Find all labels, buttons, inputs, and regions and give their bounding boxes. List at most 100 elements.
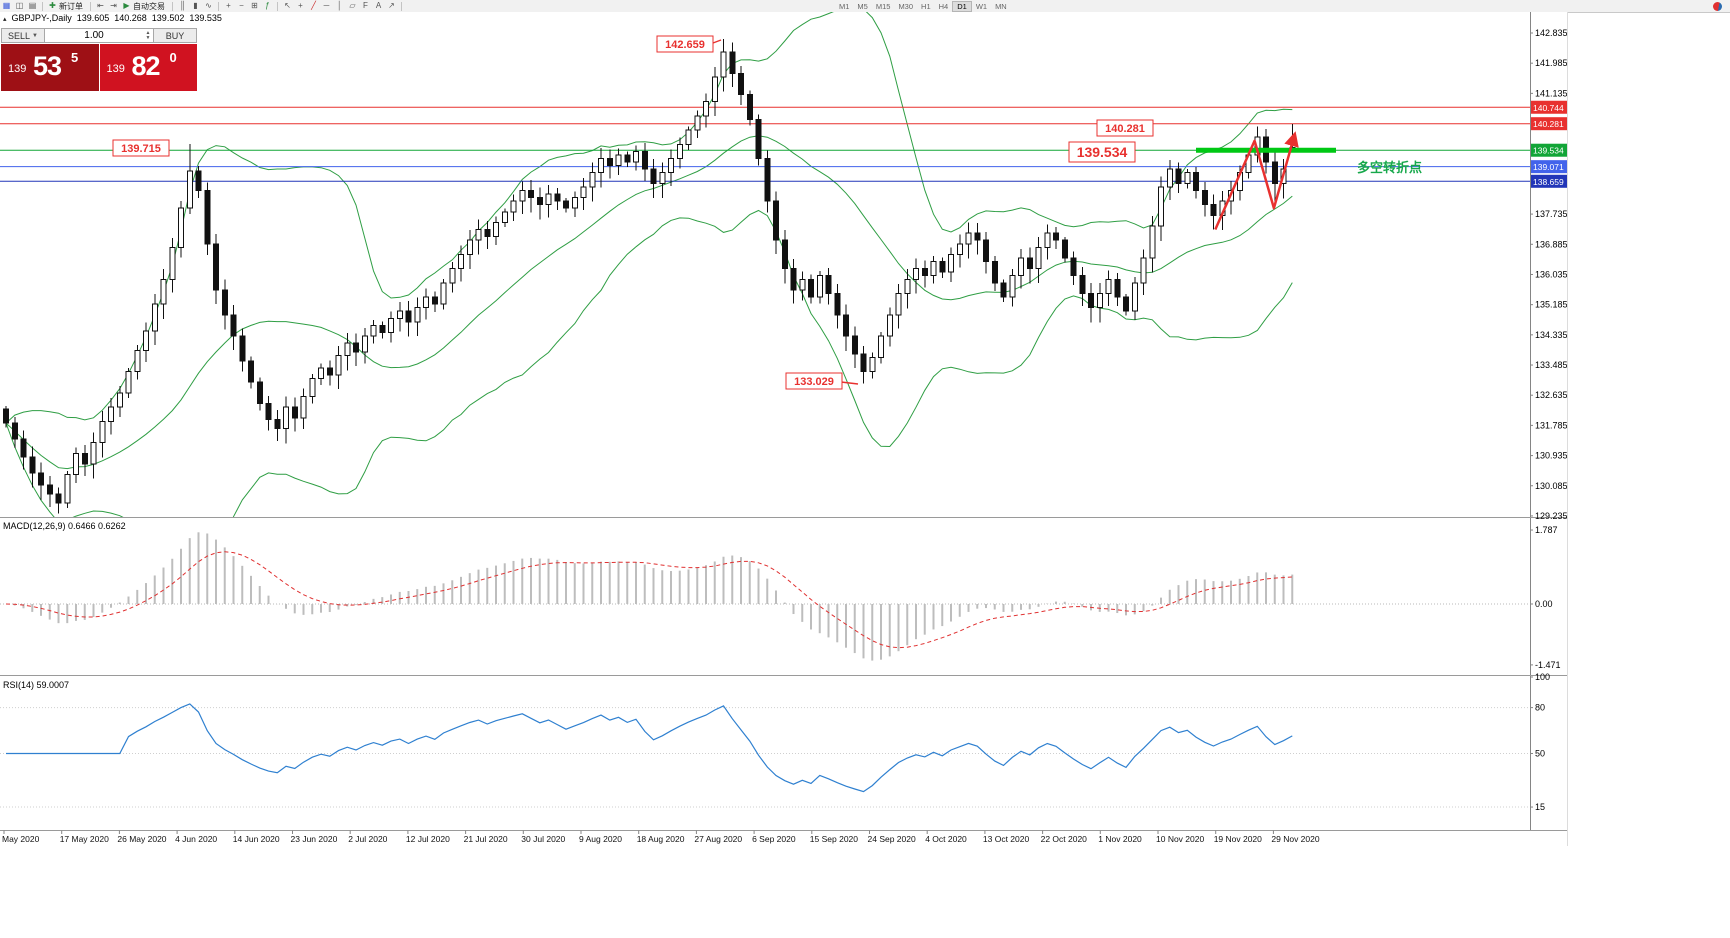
svg-text:140.281: 140.281 — [1105, 123, 1145, 135]
timeframe-m5[interactable]: M5 — [857, 1, 868, 11]
svg-text:138.659: 138.659 — [1533, 177, 1564, 187]
price-tag — [1531, 160, 1567, 174]
svg-text:129.235: 129.235 — [1535, 511, 1568, 521]
close-value: 139.535 — [189, 13, 222, 23]
svg-text:22 Oct 2020: 22 Oct 2020 — [1041, 834, 1088, 844]
price-callout — [112, 139, 170, 157]
timeframe-h1[interactable]: H1 — [921, 1, 931, 11]
sell-price-pips: 53 — [33, 51, 62, 81]
svg-text:50: 50 — [1535, 749, 1545, 759]
indicators-icon[interactable]: ƒ — [262, 1, 273, 11]
vertical-line-icon-glyph: │ — [337, 1, 342, 10]
cursor-icon-glyph: ↖ — [284, 1, 291, 10]
candles-chart-icon[interactable]: ▮ — [190, 1, 201, 11]
svg-text:133.485: 133.485 — [1535, 360, 1568, 370]
one-click-collapse-icon[interactable]: ▴ — [3, 16, 7, 23]
svg-text:21 Jul 2020: 21 Jul 2020 — [464, 834, 508, 844]
volume-down-icon[interactable]: ▼ — [145, 34, 151, 41]
zoom-in-icon-glyph: + — [226, 1, 231, 10]
timeframe-h4[interactable]: H4 — [938, 1, 949, 11]
toolbar-separator — [42, 1, 43, 11]
buy-price-button[interactable]: 139 82 0 — [99, 44, 197, 91]
profiles-icon[interactable]: ▤ — [27, 1, 38, 11]
volume-stepper[interactable]: 1.00 ▲ ▼ — [45, 28, 153, 43]
text-label-icon[interactable]: A — [373, 1, 384, 11]
time-axis[interactable]: May 2020 17 May 2020 26 May 2020 4 Jun 2020… — [2, 830, 1320, 845]
horizontal-line-icon[interactable]: ─ — [321, 1, 332, 11]
svg-text:14 Jun 2020: 14 Jun 2020 — [233, 834, 280, 844]
timeframe-m15[interactable]: M15 — [875, 1, 891, 11]
autotrading-button-glyph: ▶ — [123, 1, 130, 10]
svg-text:26 May 2020: 26 May 2020 — [117, 834, 166, 844]
bars-chart-icon[interactable]: ║ — [177, 1, 188, 11]
price-tag — [1531, 143, 1567, 157]
charts-grid-icon-glyph: ▦ — [2, 1, 11, 10]
timeframe-d1[interactable]: D1 — [952, 0, 972, 12]
svg-text:130.935: 130.935 — [1535, 451, 1568, 461]
volume-up-icon[interactable]: ▲ — [145, 29, 151, 36]
macd-pane — [0, 532, 1530, 661]
low-value: 139.502 — [151, 13, 185, 23]
sell-label: SELL — [8, 30, 31, 41]
volume-input[interactable]: 1.00 — [84, 30, 104, 41]
cursor-icon[interactable]: ↖ — [282, 1, 293, 11]
symbol-label: GBPJPY-,Daily — [11, 13, 72, 23]
volume-arrows[interactable]: ▲ ▼ — [143, 29, 153, 42]
auto-scroll-icon[interactable]: ⇥ — [108, 1, 119, 11]
svg-text:1.787: 1.787 — [1535, 525, 1558, 535]
svg-text:136.885: 136.885 — [1535, 239, 1568, 249]
high-value: 140.268 — [114, 13, 147, 23]
price-tag — [1531, 117, 1567, 131]
price-callout — [785, 372, 843, 390]
toolbar-separator — [401, 1, 402, 11]
svg-text:139.715: 139.715 — [121, 143, 161, 155]
chart-shift-icon[interactable]: ⇤ — [95, 1, 106, 11]
svg-text:MACD(12,26,9) 0.6466 0.6262: MACD(12,26,9) 0.6466 0.6262 — [3, 521, 126, 531]
svg-text:1 Nov 2020: 1 Nov 2020 — [1098, 834, 1142, 844]
line-chart-icon[interactable]: ∿ — [203, 1, 214, 11]
svg-text:130.085: 130.085 — [1535, 481, 1568, 491]
zoom-in-icon[interactable]: + — [223, 1, 234, 11]
new-chart-icon[interactable]: ◫ — [14, 1, 25, 11]
fibonacci-icon[interactable]: F — [360, 1, 371, 11]
svg-text:RSI(14) 59.0007: RSI(14) 59.0007 — [3, 680, 69, 690]
connection-status-icon — [1713, 1, 1722, 11]
svg-text:15: 15 — [1535, 802, 1545, 812]
crosshair-icon[interactable]: + — [295, 1, 306, 11]
arrow-tool-icon[interactable]: ↗ — [386, 1, 397, 11]
tile-windows-icon-glyph: ⊞ — [251, 1, 258, 10]
zoom-out-icon[interactable]: − — [236, 1, 247, 11]
price-callout — [1096, 119, 1154, 137]
trendline-icon[interactable]: ╱ — [308, 1, 319, 11]
svg-text:100: 100 — [1535, 672, 1550, 682]
main-pane — [0, 12, 1530, 517]
svg-text:141.135: 141.135 — [1535, 88, 1568, 98]
buy-menu-button[interactable]: BUY — [153, 28, 197, 43]
price-callout — [656, 35, 714, 53]
autotrading-button[interactable]: ▶ 自动交易 — [121, 1, 168, 12]
new-order-button[interactable]: ✚ 新订单 — [47, 1, 86, 12]
channel-icon[interactable]: ▱ — [347, 1, 358, 11]
charts-grid-icon[interactable]: ▦ — [1, 1, 12, 11]
svg-text:0.00: 0.00 — [1535, 599, 1553, 609]
sell-price-button[interactable]: 139 53 5 — [1, 44, 99, 91]
buy-price-base: 139 — [106, 63, 125, 75]
svg-text:2 Jul 2020: 2 Jul 2020 — [348, 834, 387, 844]
buy-label: BUY — [165, 30, 185, 41]
svg-text:30 Jul 2020: 30 Jul 2020 — [521, 834, 565, 844]
svg-text:24 Sep 2020: 24 Sep 2020 — [868, 834, 916, 844]
tile-windows-icon[interactable]: ⊞ — [249, 1, 260, 11]
arrow-tool-icon-glyph: ↗ — [388, 1, 395, 10]
sell-menu-button[interactable]: SELL ▼ — [1, 28, 45, 43]
svg-text:17 May 2020: 17 May 2020 — [60, 834, 109, 844]
timeframe-mn[interactable]: MN — [995, 1, 1007, 11]
timeframe-w1[interactable]: W1 — [975, 1, 988, 11]
timeframe-m1[interactable]: M1 — [839, 1, 850, 11]
vertical-line-icon[interactable]: │ — [334, 1, 345, 11]
timeframe-m30[interactable]: M30 — [898, 1, 914, 11]
new-chart-icon-glyph: ◫ — [15, 1, 24, 10]
price-axis[interactable]: 142.835141.985141.135140.285139.435138.5… — [1530, 28, 1568, 812]
chart-canvas[interactable]: 142.659 139.715 140.281 139.534 133.029 多空转折点… — [0, 12, 1568, 846]
channel-icon-glyph: ▱ — [349, 1, 356, 10]
